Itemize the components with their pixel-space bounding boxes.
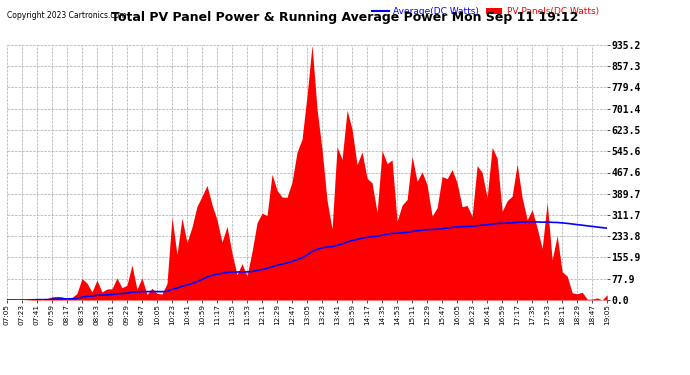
Text: Copyright 2023 Cartronics.com: Copyright 2023 Cartronics.com <box>7 11 126 20</box>
Text: Total PV Panel Power & Running Average Power Mon Sep 11 19:12: Total PV Panel Power & Running Average P… <box>111 11 579 24</box>
Legend: Average(DC Watts), PV Panels(DC Watts): Average(DC Watts), PV Panels(DC Watts) <box>368 4 602 20</box>
